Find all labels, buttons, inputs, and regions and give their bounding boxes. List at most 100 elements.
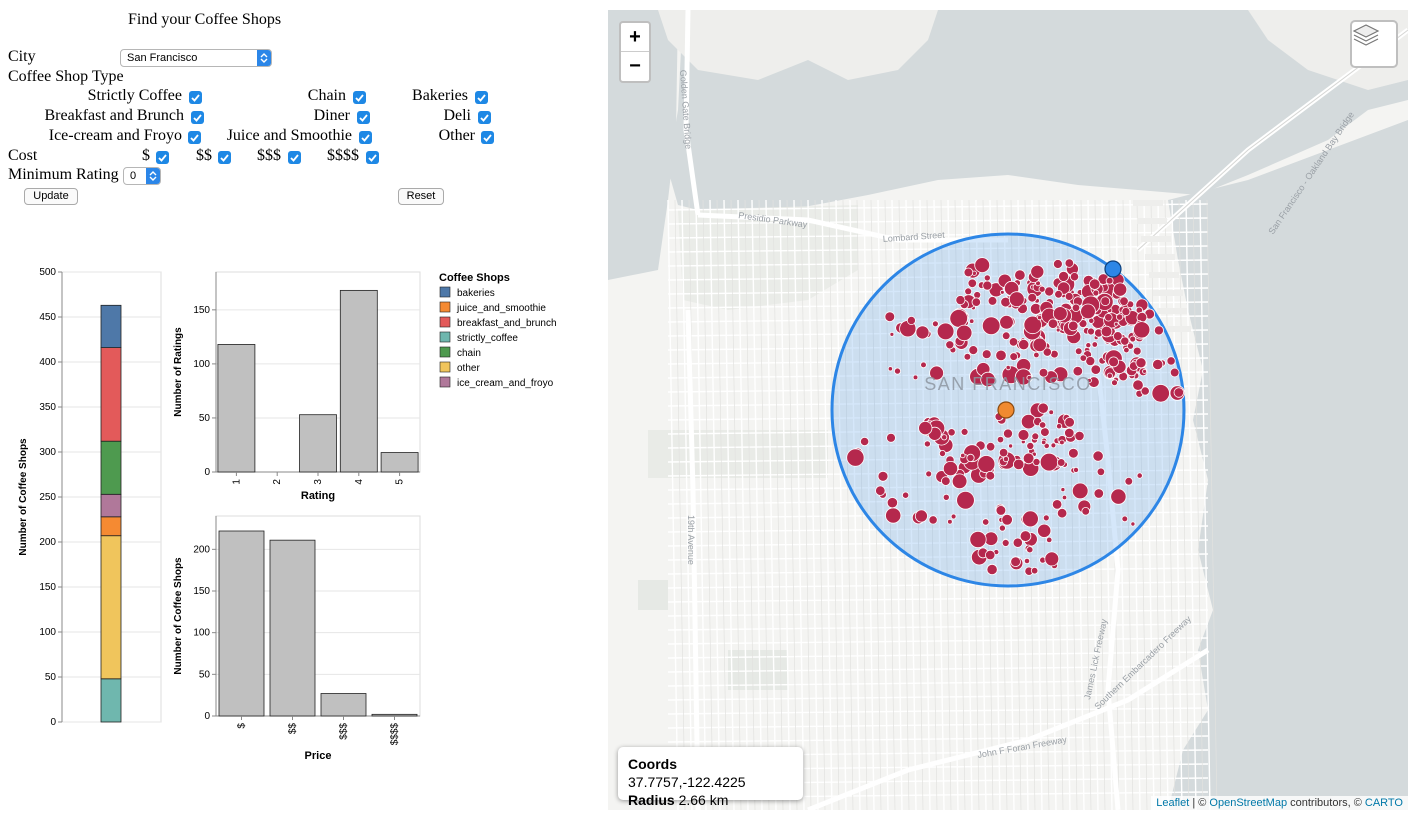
coffee-shop-marker[interactable]: [1087, 327, 1095, 336]
coffee-shop-marker[interactable]: [1135, 357, 1147, 369]
coffee-shop-marker[interactable]: [1002, 428, 1013, 439]
coffee-shop-marker[interactable]: [964, 287, 973, 296]
coffee-shop-marker[interactable]: [1059, 439, 1065, 446]
coffee-shop-marker[interactable]: [950, 513, 957, 520]
coffee-shop-marker[interactable]: [1151, 384, 1170, 403]
coffee-shop-marker[interactable]: [998, 447, 1009, 458]
coffee-shop-marker[interactable]: [923, 440, 931, 448]
coffee-shop-marker[interactable]: [1140, 386, 1150, 396]
coffee-shop-marker[interactable]: [1129, 335, 1137, 343]
city-select[interactable]: San Francisco: [120, 49, 272, 67]
coffee-shop-marker[interactable]: [1136, 472, 1143, 479]
coffee-shop-marker[interactable]: [1012, 537, 1023, 548]
coffee-shop-marker[interactable]: [1133, 321, 1151, 339]
coffee-shop-marker[interactable]: [1058, 270, 1070, 282]
coffee-shop-marker[interactable]: [1023, 315, 1042, 335]
coffee-shop-marker[interactable]: [1119, 296, 1129, 306]
coffee-shop-marker[interactable]: [1017, 429, 1030, 441]
coffee-shop-marker[interactable]: [1130, 521, 1136, 527]
coffee-shop-marker[interactable]: [1092, 289, 1100, 297]
coffee-shop-marker[interactable]: [969, 318, 975, 324]
coffee-shop-marker[interactable]: [1121, 307, 1131, 317]
center-marker[interactable]: [997, 401, 1015, 419]
coffee-shop-marker[interactable]: [1085, 342, 1092, 349]
coffee-shop-marker[interactable]: [980, 371, 996, 388]
coffee-shop-marker[interactable]: [929, 365, 945, 381]
checkbox-cost-4[interactable]: [366, 151, 379, 164]
coffee-shop-marker[interactable]: [973, 291, 982, 299]
coffee-shop-marker[interactable]: [1064, 291, 1074, 301]
coffee-shop-marker[interactable]: [1038, 285, 1046, 293]
coffee-shop-marker[interactable]: [1090, 364, 1102, 375]
coffee-shop-marker[interactable]: [1089, 278, 1101, 290]
coffee-shop-marker[interactable]: [977, 455, 996, 474]
radius-handle-marker[interactable]: [1104, 260, 1122, 278]
coffee-shop-marker[interactable]: [889, 331, 895, 337]
coffee-shop-marker[interactable]: [1010, 556, 1021, 567]
coffee-shop-marker[interactable]: [1030, 264, 1045, 279]
coffee-shop-marker[interactable]: [963, 352, 972, 361]
coffee-shop-marker[interactable]: [1031, 432, 1040, 441]
coffee-shop-marker[interactable]: [1030, 567, 1039, 575]
coffee-shop-marker[interactable]: [1124, 476, 1134, 486]
coffee-shop-marker[interactable]: [877, 470, 889, 482]
coffee-shop-marker[interactable]: [1060, 487, 1066, 493]
coffee-shop-marker[interactable]: [1079, 354, 1087, 362]
coffee-shop-marker[interactable]: [947, 428, 956, 437]
coffee-shop-marker[interactable]: [1061, 494, 1068, 501]
coffee-shop-marker[interactable]: [945, 340, 955, 350]
coffee-shop-marker[interactable]: [1173, 387, 1185, 398]
coffee-shop-marker[interactable]: [1044, 286, 1055, 297]
coffee-shop-marker[interactable]: [1021, 510, 1039, 528]
coffee-shop-marker[interactable]: [1104, 313, 1113, 322]
coffee-shop-marker[interactable]: [963, 267, 974, 278]
coffee-shop-marker[interactable]: [1032, 337, 1047, 353]
checkbox-diner[interactable]: [357, 111, 370, 124]
coffee-shop-marker[interactable]: [949, 309, 969, 328]
coffee-shop-marker[interactable]: [1086, 377, 1092, 383]
coffee-shop-marker[interactable]: [942, 493, 950, 501]
zoom-out-button[interactable]: −: [629, 55, 641, 77]
coffee-shop-marker[interactable]: [1100, 325, 1113, 338]
zoom-in-button[interactable]: +: [621, 23, 649, 52]
coffee-shop-marker[interactable]: [1106, 372, 1113, 379]
coffee-shop-marker[interactable]: [1037, 402, 1049, 414]
coffee-shop-marker[interactable]: [981, 349, 992, 360]
bar-$$$$[interactable]: [371, 713, 418, 717]
coffee-shop-marker[interactable]: [985, 442, 996, 452]
coffee-shop-marker[interactable]: [1001, 331, 1011, 341]
coffee-shop-marker[interactable]: [1036, 314, 1043, 321]
coffee-shop-marker[interactable]: [1043, 442, 1050, 449]
coffee-shop-marker[interactable]: [1100, 296, 1111, 307]
bar-1[interactable]: [217, 344, 256, 473]
stack-segment-bakeries[interactable]: [100, 304, 122, 348]
checkbox-other[interactable]: [481, 131, 494, 144]
coffee-shop-marker[interactable]: [1032, 457, 1041, 466]
checkbox-deli[interactable]: [478, 111, 491, 124]
min-rating-select[interactable]: 0: [123, 167, 161, 185]
coffee-shop-marker[interactable]: [956, 490, 975, 510]
stack-segment-other[interactable]: [100, 535, 122, 680]
coffee-shop-marker[interactable]: [941, 434, 948, 441]
checkbox-cost-1[interactable]: [156, 151, 169, 164]
coffee-shop-marker[interactable]: [1023, 557, 1031, 565]
update-button[interactable]: Update: [24, 188, 78, 205]
coffee-shop-marker[interactable]: [1039, 452, 1059, 472]
coffee-shop-marker[interactable]: [1074, 430, 1085, 441]
coffee-shop-marker[interactable]: [901, 491, 910, 499]
coffee-shop-marker[interactable]: [969, 530, 987, 549]
coffee-shop-marker[interactable]: [1126, 342, 1135, 350]
coffee-shop-marker[interactable]: [985, 549, 996, 561]
checkbox-strictly-coffee[interactable]: [189, 91, 202, 104]
coffee-shop-marker[interactable]: [1166, 356, 1176, 366]
coffee-shop-marker[interactable]: [1008, 443, 1014, 449]
coffee-shop-marker[interactable]: [1044, 551, 1060, 567]
coffee-shop-marker[interactable]: [1026, 441, 1035, 450]
coffee-shop-marker[interactable]: [1001, 513, 1013, 526]
coffee-shop-marker[interactable]: [1033, 351, 1040, 359]
coffee-shop-marker[interactable]: [1041, 439, 1047, 446]
coffee-shop-marker[interactable]: [887, 366, 893, 372]
coffee-shop-marker[interactable]: [1048, 409, 1055, 416]
map[interactable]: Presidio Parkway Lombard Street Golden Gat…: [608, 10, 1408, 810]
carto-link[interactable]: CARTO: [1364, 797, 1403, 809]
